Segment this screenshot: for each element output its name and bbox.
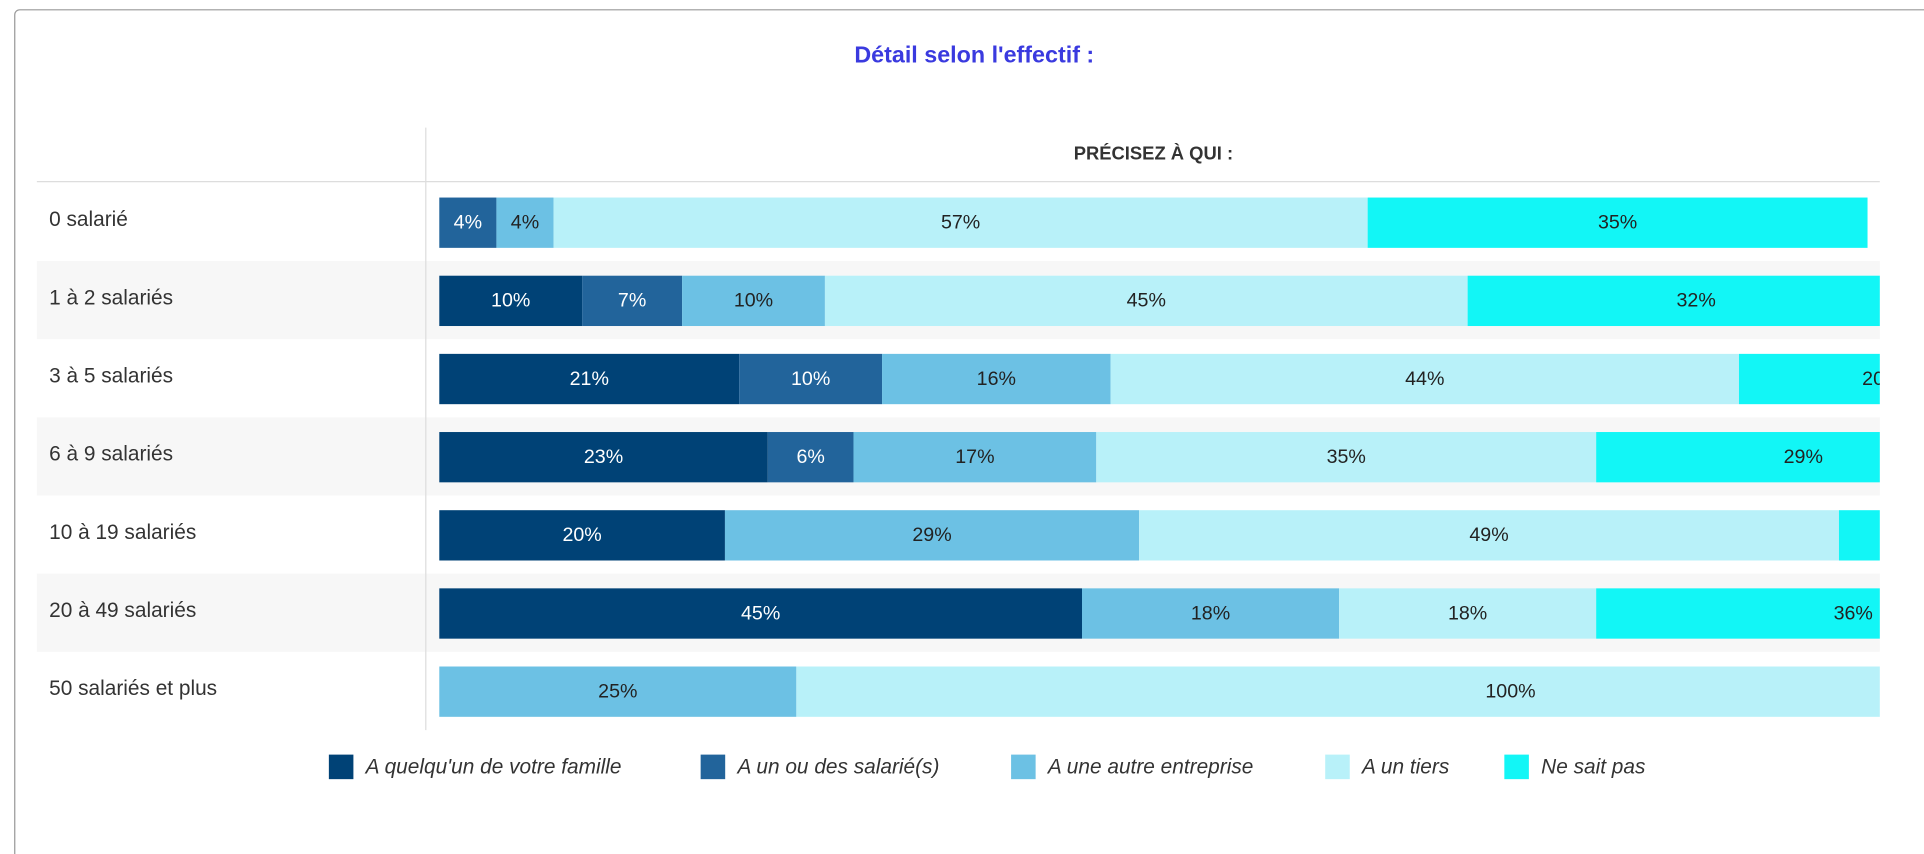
bar-segment <box>739 353 883 405</box>
value-label: 18% <box>1448 602 1487 624</box>
bar-segment <box>796 666 1880 717</box>
bar-segment <box>439 666 797 717</box>
legend-label: Ne sait pas <box>1541 756 1645 779</box>
bar-segment <box>853 432 1097 483</box>
bar-segment <box>724 510 1140 561</box>
legend-label: A un tiers <box>1360 756 1449 779</box>
value-label: 17% <box>955 446 994 468</box>
bar-segment <box>439 197 497 248</box>
bar-segment <box>553 197 1368 248</box>
value-label: 29% <box>912 524 951 546</box>
value-label: 10% <box>734 290 773 312</box>
value-label: 35% <box>1598 212 1637 234</box>
row-label: 6 à 9 salariés <box>49 443 173 466</box>
value-label: 49% <box>1469 524 1508 546</box>
bar-segment <box>439 275 583 327</box>
value-label: 4% <box>454 212 482 234</box>
value-label: 20% <box>1862 368 1901 390</box>
value-label: 44% <box>1405 368 1444 390</box>
bar-segment <box>1139 510 1839 561</box>
value-label: 4% <box>511 212 539 234</box>
bar-segment <box>1339 588 1597 639</box>
value-label: 45% <box>1127 290 1166 312</box>
bar-segment <box>1082 588 1340 639</box>
bar-segment <box>1596 588 1880 639</box>
chart-title: Détail selon l'effectif : <box>854 42 1094 68</box>
column-header: PRÉCISEZ À QUI : <box>1074 142 1233 163</box>
legend-label: A une autre entreprise <box>1046 756 1253 779</box>
value-label: 7% <box>618 290 646 312</box>
bar-segment <box>439 353 740 405</box>
value-label: 16% <box>977 368 1016 390</box>
value-label: 45% <box>741 602 780 624</box>
bar-segment <box>496 197 554 248</box>
bar-segment <box>439 588 1083 639</box>
bar-segment <box>882 353 1111 405</box>
bar-segment <box>767 432 854 483</box>
row-label: 20 à 49 salariés <box>49 599 196 622</box>
bar-segment <box>1096 432 1597 483</box>
value-label: 57% <box>941 212 980 234</box>
bar-segment <box>1367 197 1868 248</box>
value-label: 29% <box>1784 446 1823 468</box>
legend-swatch <box>1325 754 1350 780</box>
legend-swatch <box>700 754 726 780</box>
legend-swatch <box>1011 754 1036 780</box>
legend-label: A un ou des salarié(s) <box>735 756 939 779</box>
value-label: 23% <box>584 446 623 468</box>
legend-label: A quelqu'un de votre famille <box>364 756 622 779</box>
value-label: 25% <box>598 680 637 702</box>
bar-segment <box>1838 510 1880 561</box>
legend-swatch <box>328 754 354 780</box>
bar-segment <box>1596 432 1880 483</box>
value-label: 100% <box>1485 680 1535 702</box>
bar-segment <box>1110 353 1739 405</box>
bar-segment <box>582 275 683 327</box>
row-label: 3 à 5 salariés <box>49 364 173 387</box>
row-label: 50 salariés et plus <box>49 677 217 700</box>
value-label: 18% <box>1191 602 1230 624</box>
value-label: 35% <box>1327 446 1366 468</box>
value-label: 20% <box>562 524 601 546</box>
bar-segment <box>439 510 725 561</box>
value-label: 6% <box>796 446 824 468</box>
bar-segment <box>1467 275 1880 327</box>
row-label: 0 salarié <box>49 208 128 231</box>
bar-segment <box>439 432 768 483</box>
bar-segment <box>1738 353 1880 405</box>
bar-segment <box>824 275 1468 327</box>
value-label: 10% <box>491 290 530 312</box>
value-label: 10% <box>791 368 830 390</box>
row-label: 1 à 2 salariés <box>49 286 173 309</box>
value-label: 36% <box>1834 602 1873 624</box>
bar-segment <box>682 275 825 327</box>
row-label: 10 à 19 salariés <box>49 521 196 544</box>
value-label: 32% <box>1677 290 1716 312</box>
value-label: 21% <box>570 368 609 390</box>
legend-swatch <box>1504 754 1529 780</box>
